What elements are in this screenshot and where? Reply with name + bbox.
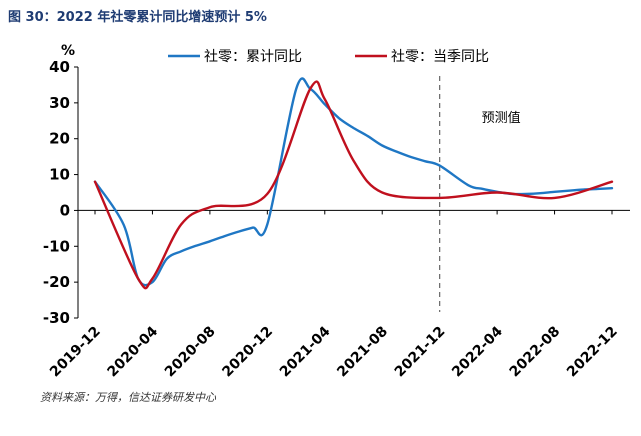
y-tick-label: 20 xyxy=(49,130,70,148)
y-tick-label: 40 xyxy=(49,58,70,76)
y-tick-label: 30 xyxy=(49,94,70,112)
y-tick-label: 10 xyxy=(49,166,70,184)
y-tick-label: -30 xyxy=(43,309,70,327)
x-tick-label: 2021-08 xyxy=(334,324,391,381)
y-tick-label: -20 xyxy=(43,273,70,291)
x-tick-label: 2021-12 xyxy=(392,324,449,381)
x-tick-label: 2020-08 xyxy=(162,324,219,381)
x-tick-label: 2020-04 xyxy=(105,323,162,380)
figure-title: 图 30：2022 年社零累计同比增速预计 5% xyxy=(8,10,267,25)
axes: % -30 -20 -10 0 10 20 30 40 2019-12 2020-04 2020-08… xyxy=(43,43,630,380)
legend-label-1: 社零：累计同比 xyxy=(204,49,302,65)
series-line-2 xyxy=(93,80,614,290)
x-tick-label: 2019-12 xyxy=(47,324,104,381)
series-line-1 xyxy=(93,77,614,287)
x-tick-label: 2022-12 xyxy=(564,324,621,381)
forecast-annotation: 预测值 xyxy=(482,110,521,126)
x-tick-label: 2022-04 xyxy=(449,323,506,380)
source-note: 资料来源：万得，信达证券研发中心 xyxy=(40,391,216,404)
y-tick-label: -10 xyxy=(43,237,70,255)
x-tick-label: 2022-08 xyxy=(507,324,564,381)
series-lines xyxy=(93,77,614,290)
y-tick-label: 0 xyxy=(60,201,70,219)
y-unit-label: % xyxy=(61,43,75,59)
x-tick-label: 2020-12 xyxy=(219,324,276,381)
legend-label-2: 社零：当季同比 xyxy=(391,49,489,65)
legend: 社零：累计同比 社零：当季同比 xyxy=(168,49,489,65)
x-tick-label: 2021-04 xyxy=(277,323,334,380)
